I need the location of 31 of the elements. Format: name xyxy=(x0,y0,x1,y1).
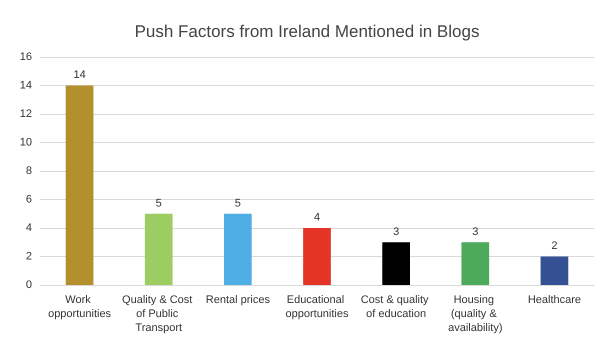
bar xyxy=(224,214,252,285)
y-tick-label: 6 xyxy=(26,194,32,206)
bar xyxy=(540,256,568,285)
x-tick-label: Educational opportunities xyxy=(286,294,349,320)
y-tick-label: 14 xyxy=(20,80,32,92)
bar xyxy=(303,228,331,285)
bar xyxy=(382,242,410,285)
x-tick-label: Work opportunities xyxy=(48,294,112,320)
data-label: 5 xyxy=(156,197,162,210)
y-tick-label: 4 xyxy=(26,222,32,234)
data-label: 4 xyxy=(314,212,320,224)
bar xyxy=(144,214,173,285)
x-tick-label: Quality & Cost of Public Transport xyxy=(122,294,196,334)
x-tick-label: Rental prices xyxy=(206,294,270,306)
y-tick-label: 12 xyxy=(20,108,32,120)
x-tick-label: Cost & quality of education xyxy=(360,294,432,320)
y-tick-label: 0 xyxy=(26,279,32,291)
y-tick-label: 10 xyxy=(20,136,32,148)
data-label: 14 xyxy=(73,69,86,81)
chart-title: Push Factors from Ireland Mentioned in Blogs xyxy=(134,22,480,41)
data-label: 3 xyxy=(393,226,400,238)
x-tick-label: Healthcare xyxy=(528,294,582,306)
data-label: 2 xyxy=(551,240,558,252)
y-tick-label: 16 xyxy=(20,51,32,63)
data-label: 5 xyxy=(234,197,241,210)
y-tick-label: 2 xyxy=(26,250,32,262)
bar xyxy=(66,86,94,285)
data-label: 3 xyxy=(472,226,478,238)
y-tick-label: 8 xyxy=(26,165,32,177)
x-tick-label: Housing (quality & availability) xyxy=(448,294,502,334)
bar xyxy=(461,242,490,285)
